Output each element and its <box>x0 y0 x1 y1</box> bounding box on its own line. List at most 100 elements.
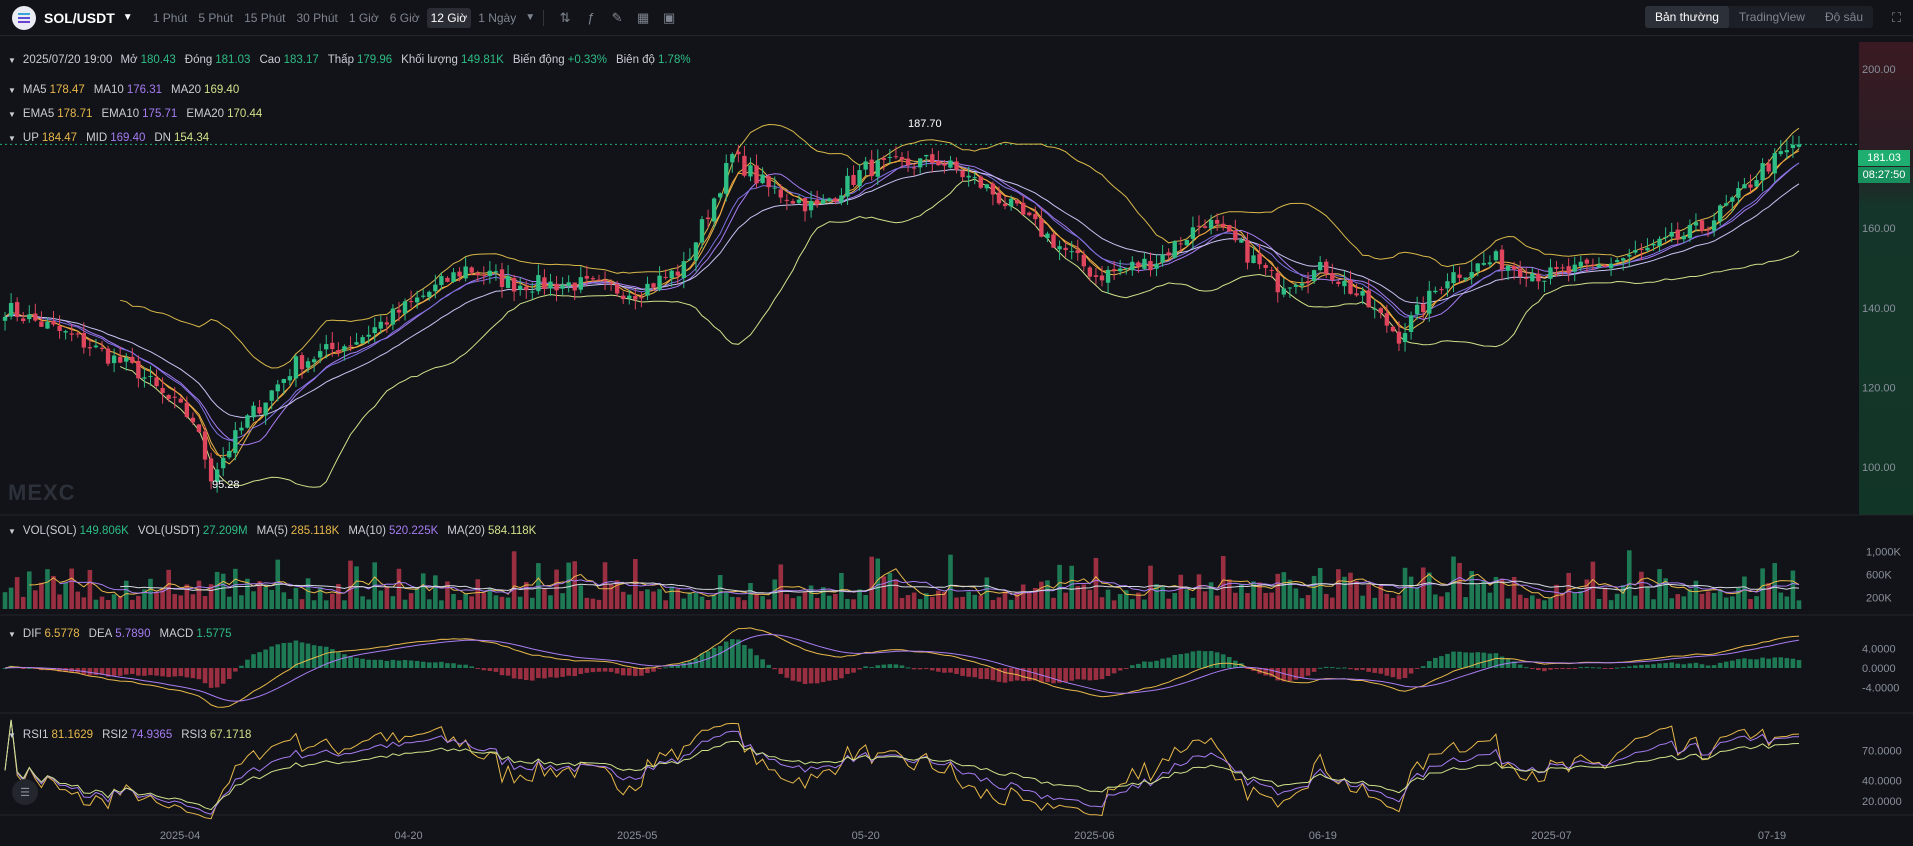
change-label: Biến động <box>512 54 565 66</box>
volume-bar <box>566 562 571 609</box>
macd-histogram-bar <box>911 668 917 670</box>
volume-bar <box>390 596 396 609</box>
candle-body <box>63 331 68 333</box>
macd-histogram-bar <box>1293 668 1299 680</box>
volume-bar <box>905 595 911 609</box>
vol-ma5-label: MA(5) <box>256 525 288 537</box>
rsi2-label: RSI2 <box>102 729 128 741</box>
trading-chart[interactable]: 100.00 120.00 140.00 160.00 200.00 200K 600K 1,… <box>0 37 1913 846</box>
candle-body <box>1130 261 1135 271</box>
collapse-triangle-icon[interactable]: ▼ <box>8 526 16 536</box>
boll-dn-value: 154.34 <box>174 132 210 144</box>
candle-body <box>754 165 759 184</box>
macd-histogram-bar <box>445 663 450 668</box>
collapse-triangle-icon[interactable]: ▼ <box>8 629 16 639</box>
macd-histogram-bar <box>154 668 159 676</box>
candle-body <box>75 333 80 335</box>
macd-histogram-bar <box>778 668 784 674</box>
volume-bar <box>1166 598 1171 609</box>
collapse-triangle-icon[interactable]: ▼ <box>8 55 16 65</box>
collapse-triangle-icon[interactable]: ▼ <box>8 85 16 95</box>
volume-bar <box>1754 596 1759 609</box>
candle-body <box>572 282 577 291</box>
settings-toggle-icon[interactable]: ☰ <box>12 779 38 805</box>
macd-histogram-bar <box>184 668 190 678</box>
interval-more-chevron-icon[interactable]: ▼ <box>525 12 536 23</box>
formula-icon[interactable]: ƒ <box>587 10 595 25</box>
date-axis-label: 07-19 <box>1758 830 1786 842</box>
candle-body <box>8 302 14 317</box>
candle-body <box>948 160 953 168</box>
macd-histogram-bar <box>602 668 608 672</box>
rsi3-line <box>4 719 1800 811</box>
volume-bar <box>396 568 402 609</box>
candle-body <box>869 159 874 177</box>
collapse-triangle-icon[interactable]: ▼ <box>8 109 16 119</box>
volume-bar <box>1584 579 1590 609</box>
candle-body <box>1693 222 1699 226</box>
candle-body <box>1208 219 1214 229</box>
view-tab[interactable]: TradingView <box>1738 10 1805 24</box>
dea-label: DEA <box>88 628 113 640</box>
volume-bar <box>1026 593 1032 609</box>
layout-icon[interactable]: ▦ <box>636 9 650 25</box>
collapse-triangle-icon[interactable]: ▼ <box>8 730 16 740</box>
volume-bar <box>584 597 590 609</box>
macd-value: 1.5775 <box>196 628 232 640</box>
macd-histogram-bar <box>554 668 559 678</box>
macd-histogram-bar <box>978 668 984 679</box>
collapse-triangle-icon[interactable]: ▼ <box>8 133 16 143</box>
volume-bar <box>1311 575 1317 609</box>
candle-body <box>1663 236 1668 238</box>
macd-histogram-bar <box>1445 653 1450 668</box>
macd-histogram-bar <box>917 668 923 670</box>
macd-histogram-bar <box>1608 668 1614 669</box>
volume-bar <box>166 569 171 609</box>
rsi-legend: ▼ RSI1 81.1629 RSI2 74.9365 RSI3 67.1718 <box>8 729 260 741</box>
candle-body <box>1687 224 1693 239</box>
view-tab[interactable]: Bản thường <box>1644 6 1729 28</box>
macd-histogram-bar <box>105 668 111 677</box>
candle-body <box>354 342 359 345</box>
interval-tab[interactable]: 1 Phút <box>152 10 188 25</box>
fullscreen-icon[interactable]: ⛶ <box>1891 10 1901 25</box>
volume-bar <box>1530 595 1535 609</box>
interval-tab[interactable]: 5 Phút <box>198 10 234 25</box>
interval-tab[interactable]: 6 Giờ <box>389 10 420 25</box>
candle-body <box>1608 263 1614 269</box>
volume-bar <box>463 593 468 609</box>
macd-histogram-bar <box>160 668 165 677</box>
interval-tab[interactable]: 1 Ngày <box>478 10 517 25</box>
candle-body <box>1142 258 1147 269</box>
macd-histogram-bar <box>1548 668 1553 670</box>
volume-bar <box>730 596 735 609</box>
candle-body <box>1475 263 1480 272</box>
indicator-icon[interactable]: ⇅ <box>559 9 571 25</box>
chevron-down-icon[interactable]: ▼ <box>122 12 133 23</box>
camera-icon[interactable]: ▣ <box>662 9 676 25</box>
candle-body <box>1390 326 1396 332</box>
interval-tab[interactable]: 1 Giờ <box>348 10 379 25</box>
pair-selector[interactable]: SOL/USDT <box>44 9 115 26</box>
macd-histogram-bar <box>1481 652 1487 668</box>
volume-bar <box>93 599 99 609</box>
ema5-label: EMA5 <box>22 108 55 120</box>
interval-tab[interactable]: 15 Phút <box>244 10 286 25</box>
candle-body <box>1766 163 1771 172</box>
candle-body <box>821 199 826 204</box>
interval-tab[interactable]: 12 Giờ <box>426 7 472 28</box>
view-tab[interactable]: Độ sâu <box>1824 10 1863 24</box>
candle-body <box>1190 227 1196 239</box>
volume-bar <box>675 588 681 609</box>
candle-body <box>1196 225 1202 227</box>
draw-icon[interactable]: ✎ <box>611 9 623 25</box>
candle-body <box>766 176 771 188</box>
macd-histogram-bar <box>1081 668 1087 680</box>
candle-body <box>124 357 129 362</box>
macd-histogram-bar <box>26 667 32 669</box>
volume-bar <box>748 582 753 609</box>
candle-body <box>639 297 644 299</box>
candle-body <box>1087 267 1093 277</box>
macd-histogram-bar <box>893 664 899 668</box>
interval-tab[interactable]: 30 Phút <box>296 10 338 25</box>
